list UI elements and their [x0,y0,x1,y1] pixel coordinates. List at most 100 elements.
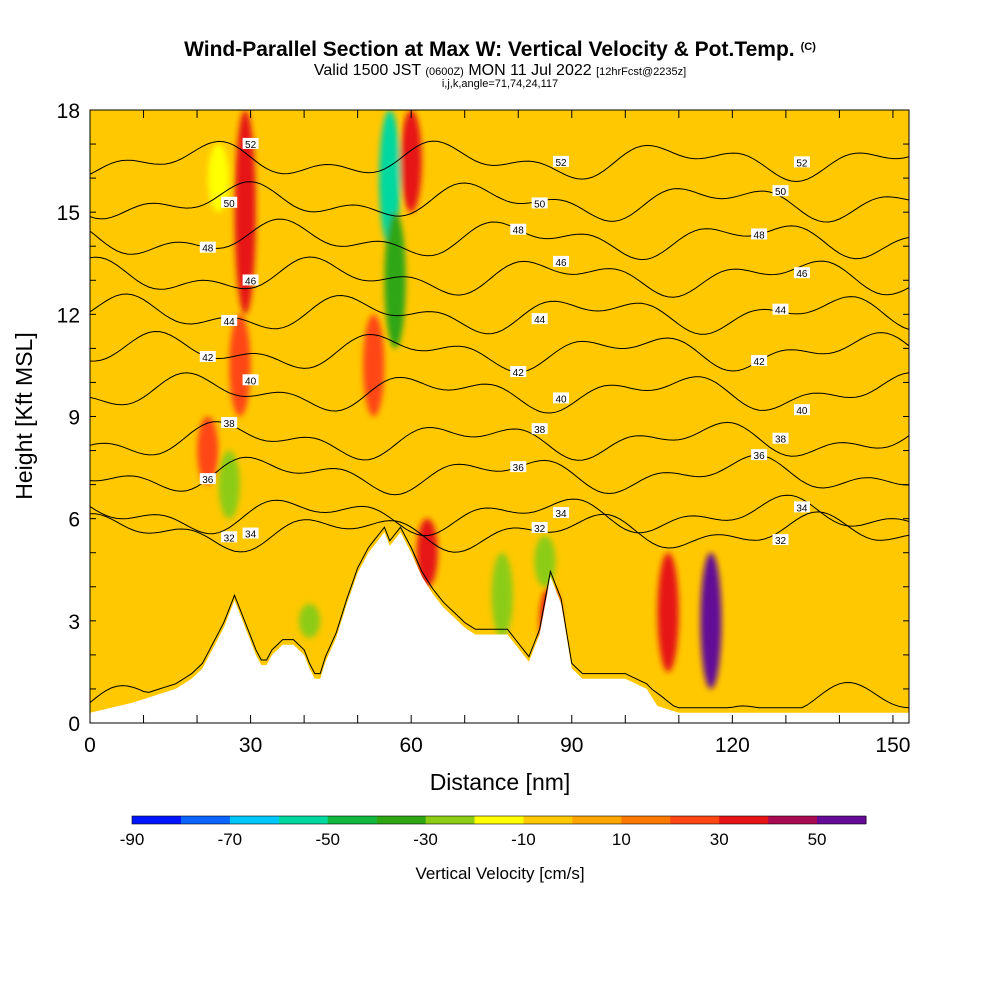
x-tick-label-150: 150 [875,734,910,757]
contour-label-bg [199,241,216,253]
downdraft-14 [534,535,556,587]
updraft-6 [700,552,722,689]
contour-label-bg [553,507,570,519]
updraft-5 [657,552,679,672]
x-tick-label-120: 120 [715,734,750,757]
colorbar-tick--90: -90 [120,830,145,849]
contour-label-bg [553,255,570,267]
contour-label-bg [553,392,570,404]
colorbar-tick-50: 50 [808,830,827,849]
y-tick-label-0: 0 [68,713,80,736]
contour-label-36: 36 [513,463,525,474]
y-axis-label: Height [Kft MSL] [11,332,37,499]
contour-label-50: 50 [534,199,546,210]
theta-contour-36 [90,454,909,496]
downdraft-9 [379,110,401,247]
contour-label-52: 52 [796,158,808,169]
contour-label-36: 36 [754,451,766,462]
y-tick-label-18: 18 [57,100,80,123]
contour-label-bg [242,274,259,286]
contour-label-bg [221,196,238,208]
colorbar-frame [131,815,867,825]
colorbar-swatch-9 [572,816,622,824]
y-tick-label-9: 9 [68,407,80,430]
x-tick-label-30: 30 [239,734,262,757]
theta-contour-46 [90,256,909,298]
theta-contour-34 [90,494,909,537]
contour-label-52: 52 [555,158,567,169]
y-tick-label-3: 3 [68,611,80,634]
axis-ticks [89,109,909,724]
contour-label-bg [242,137,259,149]
contour-label-bg [531,313,548,325]
downdraft-13 [298,603,321,638]
colorbar-swatch-10 [621,816,671,824]
colorbar-swatch-6 [425,816,476,824]
colorbar-swatch-4 [327,816,378,824]
updraft-4 [363,314,385,417]
chart-title: Wind-Parallel Section at Max W: Vertical… [184,38,816,61]
x-axis-label: Distance [nm] [430,769,571,795]
colorbar-swatch-0 [132,816,182,824]
contour-label-38: 38 [534,425,546,436]
colorbar-swatch-3 [278,816,329,824]
contour-label-bg [510,366,527,378]
contour-label-38: 38 [224,419,236,430]
theta-contour-30 [90,526,909,709]
contour-label-42: 42 [202,353,214,364]
plot-area: 32 32 32 34 34 34 36 36 36 38 38 38 40 40 40 42 42 42 44 44… [90,110,909,723]
downdraft-10 [384,212,406,349]
contour-label-bg [772,185,789,197]
y-tick-label-6: 6 [68,509,80,532]
colorbar-tick--30: -30 [413,830,438,849]
theta-contours: 32 32 32 34 34 34 36 36 36 38 38 38 40 40 40 42 42 42 44 44… [90,137,909,709]
downdraft-15 [207,144,230,213]
colorbar-swatch-13 [768,816,818,824]
theta-contour-50 [90,181,909,223]
contour-label-40: 40 [245,376,257,387]
contour-label-52: 52 [245,140,257,151]
contour-label-bg [553,155,570,167]
updraft-0 [234,110,256,315]
contour-label-40: 40 [555,394,567,405]
colorbar-swatch-11 [670,816,720,824]
colorbar-swatch-5 [376,816,427,824]
contour-label-50: 50 [224,199,236,210]
contour-label-44: 44 [534,315,546,326]
colorbar-swatch-1 [180,816,231,824]
contour-label-34: 34 [796,503,808,514]
theta-contour-52 [90,140,909,183]
contour-label-42: 42 [513,368,525,379]
contour-label-bg [510,223,527,235]
contour-label-bg [793,267,810,279]
contour-label-46: 46 [796,269,808,280]
contour-label-46: 46 [245,276,257,287]
contour-label-bg [772,432,789,444]
downdraft-11 [218,450,240,519]
colorbar-swatch-8 [523,816,573,824]
contour-label-44: 44 [224,317,236,328]
y-tick-label-15: 15 [57,202,80,225]
theta-contour-40 [90,372,909,414]
x-tick-label-60: 60 [399,734,422,757]
updraft-1 [229,314,251,417]
contour-label-bg [531,522,548,534]
contour-label-50: 50 [775,187,787,198]
contour-label-36: 36 [202,475,214,486]
downdraft-12 [491,552,513,638]
contour-label-38: 38 [775,435,787,446]
colorbar-swatch-2 [229,816,280,824]
contour-label-bg [751,355,768,367]
colorbar-label: Vertical Velocity [cm/s] [415,864,585,883]
colorbar-tick-10: 10 [612,830,631,849]
colorbar: -90 -70 -50 -30 -10 10 30 50 [120,815,867,849]
contour-label-bg [242,527,259,539]
contour-label-48: 48 [754,230,766,241]
contour-label-34: 34 [245,530,257,541]
colorbar-swatch-12 [719,816,769,824]
contour-label-bg [751,228,768,240]
colorbar-swatch-7 [474,816,524,824]
contour-label-48: 48 [202,244,214,255]
contour-label-bg [772,534,789,546]
